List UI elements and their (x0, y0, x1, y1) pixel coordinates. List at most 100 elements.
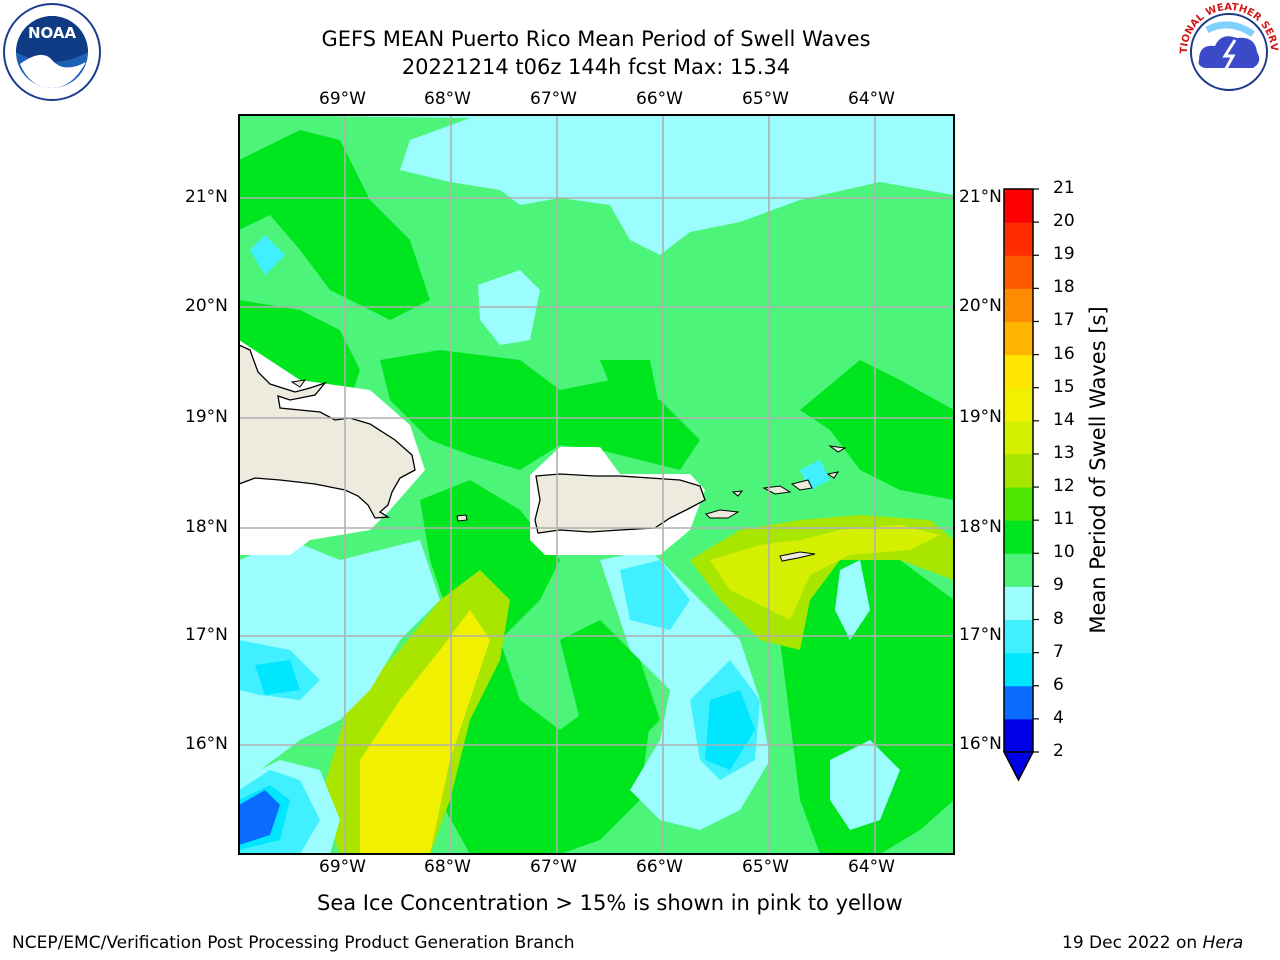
lat-label-left: 21°N (185, 187, 228, 207)
colorbar-swatch (1004, 685, 1033, 720)
land-islet-2 (705, 509, 740, 519)
colorbar-tick-label: 11 (1053, 509, 1075, 530)
nws-logo: NATIONAL WEATHER SERVICE (1177, 0, 1279, 102)
contour-cyan-blob-se (835, 560, 870, 640)
lon-label-top: 68°W (424, 89, 471, 109)
contour-green-center (380, 350, 700, 470)
colorbar-tick-label: 14 (1053, 409, 1075, 430)
colorbar-swatch (1004, 487, 1033, 521)
colorbar-swatch (1004, 222, 1033, 256)
sea-ice-caption: Sea Ice Concentration > 15% is shown in … (317, 891, 903, 915)
contour-yellow-se-core (710, 525, 940, 620)
colorbar-swatch (1004, 387, 1033, 422)
colorbar-tick-label: 21 (1053, 178, 1075, 198)
chart-title: GEFS MEAN Puerto Rico Mean Period of Swe… (321, 27, 871, 51)
contour-cyan6-south (705, 690, 755, 770)
contour-cyan7-center (620, 560, 690, 630)
land-islet-7 (826, 471, 840, 479)
contour-yellow-sw-core (360, 610, 490, 854)
lon-label-bottom: 66°W (636, 857, 683, 877)
lon-label-bottom: 69°W (319, 857, 366, 877)
gridlines (239, 115, 954, 854)
land-islet-9 (290, 379, 307, 388)
colorbar-tick-label: 4 (1053, 707, 1064, 728)
colorbar-swatch (1004, 619, 1033, 654)
colorbar-tick-label: 12 (1053, 476, 1075, 497)
colorbar-swatch (1004, 520, 1033, 554)
contour-green-east (600, 360, 660, 410)
land-islet-4 (790, 479, 813, 491)
land-islet-1 (456, 514, 468, 522)
contour-blue-sw (239, 790, 280, 845)
land-islet-8 (731, 490, 744, 497)
colorbar-swatch (1004, 321, 1033, 356)
contour-green-nw (239, 130, 430, 320)
contour-cyan-west (239, 540, 440, 780)
lat-label-right: 18°N (959, 517, 1002, 537)
org-credit: NCEP/EMC/Verification Post Processing Pr… (12, 933, 575, 953)
colorbar-tick-label: 6 (1053, 674, 1064, 695)
lon-label-top: 66°W (636, 89, 683, 109)
colorbar-tick-label: 13 (1053, 442, 1075, 463)
contour-green-se (780, 540, 954, 854)
noaa-logo: NOAA (3, 3, 101, 101)
lat-label-right: 21°N (959, 187, 1002, 207)
chart-subtitle: 20221214 t06z 144h fcst Max: 15.34 (401, 55, 791, 79)
colorbar-swatch (1004, 453, 1033, 488)
run-date-text: 19 Dec 2022 on (1062, 933, 1198, 953)
colorbar-tick-label: 15 (1053, 376, 1075, 397)
lon-label-top: 64°W (848, 89, 895, 109)
lat-label-left: 17°N (185, 625, 228, 645)
lon-label-bottom: 68°W (424, 857, 471, 877)
contour-cyan7-blob (250, 235, 285, 275)
lat-label-right: 20°N (959, 296, 1002, 316)
colorbar-swatch (1004, 718, 1033, 753)
contour-green-ne (800, 360, 954, 500)
colorbar-tick-label: 2 (1053, 741, 1064, 761)
colorbar-tick-label: 16 (1053, 343, 1075, 364)
land-islet-3 (762, 485, 792, 495)
colorbar-tick-label: 7 (1053, 641, 1064, 662)
colorbar-swatch (1004, 553, 1033, 587)
land-islet-5 (779, 551, 816, 562)
colorbar-swatch (1004, 189, 1033, 223)
lat-label-right: 19°N (959, 407, 1002, 427)
colorbar-tick-label: 19 (1053, 244, 1075, 265)
lat-label-right: 17°N (959, 625, 1002, 645)
colorbar-swatch (1004, 420, 1033, 455)
svg-text:NOAA: NOAA (28, 24, 77, 42)
colorbar-tick-label: 10 (1053, 542, 1075, 563)
lon-label-bottom: 65°W (742, 857, 789, 877)
colorbar-label: Mean Period of Swell Waves [s] (1086, 306, 1110, 634)
contour-cyan-se (830, 740, 900, 830)
map-frame (238, 114, 955, 855)
land-hispaniola (239, 344, 416, 519)
colorbar (1002, 188, 1039, 782)
lon-label-top: 69°W (319, 89, 366, 109)
land-islet-6 (828, 445, 847, 453)
lat-label-left: 19°N (185, 407, 228, 427)
colorbar-tick-label: 9 (1053, 575, 1064, 596)
lat-label-right: 16°N (959, 734, 1002, 754)
lat-label-left: 16°N (185, 734, 228, 754)
contour-cyan6-west (255, 660, 300, 695)
lon-label-bottom: 64°W (848, 857, 895, 877)
machine-name: Hera (1202, 933, 1244, 953)
lat-label-left: 20°N (185, 296, 228, 316)
colorbar-swatch (1004, 354, 1033, 389)
run-date: 19 Dec 2022 on Hera (1062, 933, 1243, 953)
lon-label-bottom: 67°W (530, 857, 577, 877)
colorbar-tick-label: 8 (1053, 608, 1064, 629)
colorbar-swatch (1004, 255, 1033, 289)
colorbar-extend-arrow (1002, 751, 1035, 782)
colorbar-frame (1003, 188, 1034, 752)
colorbar-swatch (1004, 586, 1033, 621)
lon-label-top: 67°W (530, 89, 577, 109)
colorbar-tick-label: 20 (1053, 211, 1075, 232)
colorbar-tick-label: 18 (1053, 277, 1075, 298)
colorbar-swatch (1004, 652, 1033, 687)
colorbar-swatch (1004, 288, 1033, 322)
lon-label-top: 65°W (742, 89, 789, 109)
lat-label-left: 18°N (185, 517, 228, 537)
